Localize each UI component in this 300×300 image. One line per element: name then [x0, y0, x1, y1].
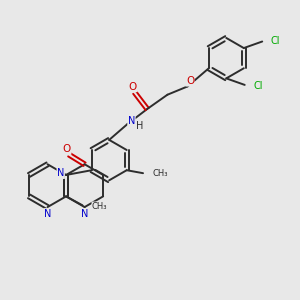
Text: N: N [81, 208, 88, 219]
Text: CH₃: CH₃ [152, 169, 168, 178]
Text: Cl: Cl [253, 80, 262, 91]
Text: CH₃: CH₃ [92, 202, 107, 211]
Text: H: H [136, 121, 143, 130]
Text: N: N [57, 169, 64, 178]
Text: O: O [129, 82, 137, 92]
Text: O: O [63, 144, 71, 154]
Text: N: N [44, 208, 51, 219]
Text: Cl: Cl [271, 36, 280, 46]
Text: O: O [186, 76, 194, 86]
Text: N: N [128, 116, 135, 127]
